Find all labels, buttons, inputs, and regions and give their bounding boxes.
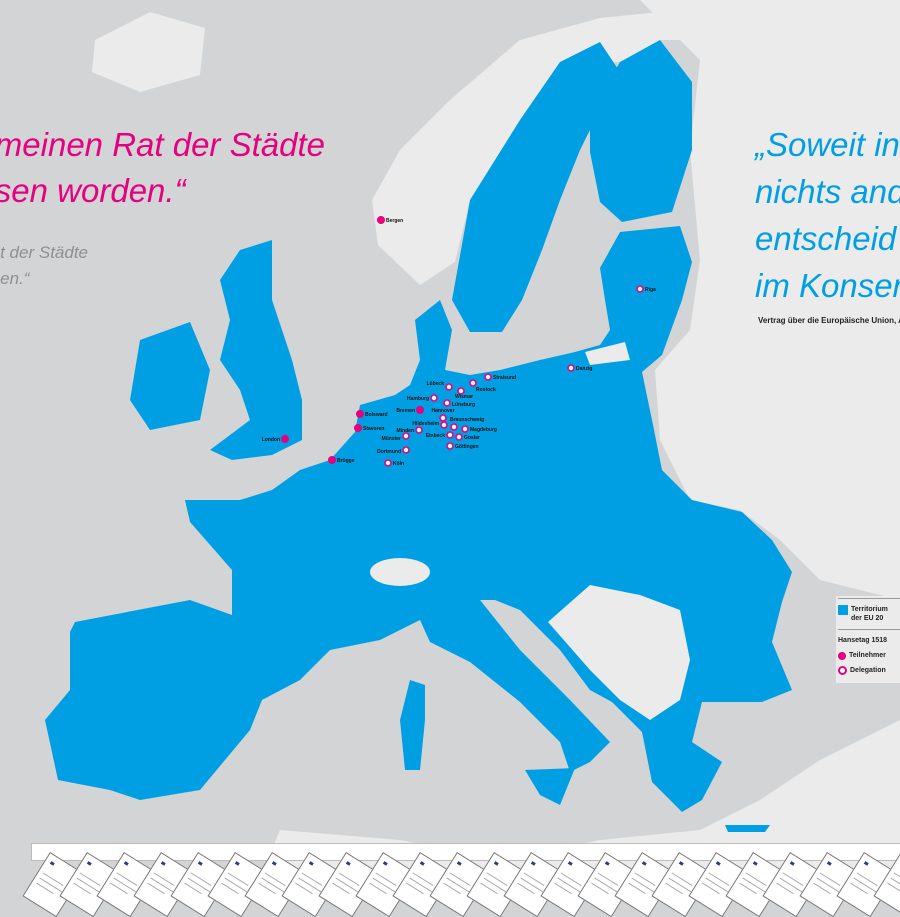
- quote-right-line1: „Soweit in: [755, 126, 900, 163]
- city-marker-participant: [377, 216, 385, 224]
- city-label: Magdeburg: [470, 427, 497, 433]
- city-marker-delegation: [461, 425, 469, 433]
- city-marker-delegation: [415, 426, 423, 434]
- delegation-ring-icon: [838, 666, 847, 675]
- quote-right-line4: im Konsen: [755, 267, 900, 304]
- sicily: [525, 768, 575, 805]
- city-label: Einbeck: [426, 433, 445, 439]
- city-label: Rostock: [476, 387, 496, 393]
- city-marker-delegation: [469, 379, 477, 387]
- legend-territory: Territorium der EU 20: [851, 606, 888, 622]
- balkans-non-eu: [548, 585, 690, 720]
- crete: [725, 825, 770, 832]
- sweden: [452, 42, 620, 332]
- finland: [590, 40, 692, 222]
- city-marker-delegation: [445, 383, 453, 391]
- legend-participant: Teilnehmer: [849, 652, 886, 659]
- city-marker-participant: [328, 456, 336, 464]
- city-marker-participant: [416, 406, 424, 414]
- iceland: [92, 12, 205, 92]
- quote-left-line1: meinen Rat der Städte: [0, 126, 325, 163]
- switzerland: [370, 558, 430, 586]
- city-marker-delegation: [384, 459, 392, 467]
- city-label: Riga: [645, 287, 656, 293]
- norway: [372, 8, 720, 285]
- city-marker-delegation: [430, 394, 438, 402]
- quote-left-translation: t der Städte en.“: [0, 240, 88, 292]
- city-marker-participant: [356, 410, 364, 418]
- quote-left-sub-line2: en.“: [0, 269, 30, 288]
- city-label: Göttingen: [455, 444, 479, 450]
- city-label: Hannover: [431, 408, 454, 414]
- city-marker-delegation: [567, 364, 575, 372]
- city-label: Bolsward: [365, 412, 388, 418]
- city-marker-participant: [281, 435, 289, 443]
- city-label: Goslar: [464, 435, 480, 441]
- legend-delegation: Delegation: [850, 667, 886, 674]
- legend: Territorium der EU 20 Hansetag 1518 Teil…: [836, 596, 900, 683]
- city-marker-participant: [354, 424, 362, 432]
- city-label: Brügge: [337, 458, 355, 464]
- city-marker-delegation: [636, 285, 644, 293]
- city-marker-delegation: [402, 446, 410, 454]
- city-label: Wismar: [455, 394, 473, 400]
- ireland: [130, 322, 210, 430]
- kaliningrad: [585, 342, 630, 365]
- quote-right-line3: entscheid: [755, 220, 897, 257]
- city-marker-delegation: [455, 433, 463, 441]
- city-label: Dortmund: [377, 449, 401, 455]
- city-label: Braunschweig: [450, 417, 484, 423]
- city-label: Lübeck: [426, 381, 444, 387]
- legend-hansetag: Hansetag 1518: [838, 637, 888, 644]
- city-label: Münster: [382, 436, 402, 442]
- city-marker-delegation: [439, 414, 447, 422]
- city-label: Stralsund: [493, 375, 516, 381]
- city-label: Hamburg: [407, 396, 429, 402]
- quote-left-line2: sen worden.“: [0, 172, 186, 209]
- quote-source: Vertrag über die Europäische Union, Art: [758, 316, 900, 325]
- quote-right: „Soweit in nichts and entscheid im Konse…: [755, 122, 900, 310]
- city-marker-delegation: [443, 399, 451, 407]
- quote-left-sub-line1: t der Städte: [0, 243, 88, 262]
- eu-territory-swatch: [838, 605, 848, 615]
- city-marker-delegation: [446, 442, 454, 450]
- city-label: Minden: [397, 428, 415, 434]
- city-label: Lüneburg: [452, 402, 475, 408]
- city-label: Bremen: [396, 408, 415, 414]
- city-marker-delegation: [450, 423, 458, 431]
- uk: [210, 240, 302, 460]
- quote-left: meinen Rat der Städte sen worden.“: [0, 122, 325, 214]
- city-label: Stavoren: [363, 426, 384, 432]
- city-label: Bergen: [386, 218, 403, 224]
- city-label: Danzig: [576, 366, 592, 372]
- corsica-sardinia: [400, 680, 425, 770]
- city-marker-delegation: [440, 421, 448, 429]
- city-label: London: [262, 437, 280, 443]
- city-label: Köln: [393, 461, 404, 467]
- russia-east-land: [640, 0, 900, 600]
- quote-right-line2: nichts and: [755, 173, 900, 210]
- city-marker-delegation: [402, 432, 410, 440]
- city-marker-delegation: [457, 387, 465, 395]
- city-marker-delegation: [484, 373, 492, 381]
- participant-dot-icon: [838, 651, 846, 660]
- city-marker-delegation: [446, 431, 454, 439]
- city-label: Hildesheim: [412, 421, 439, 427]
